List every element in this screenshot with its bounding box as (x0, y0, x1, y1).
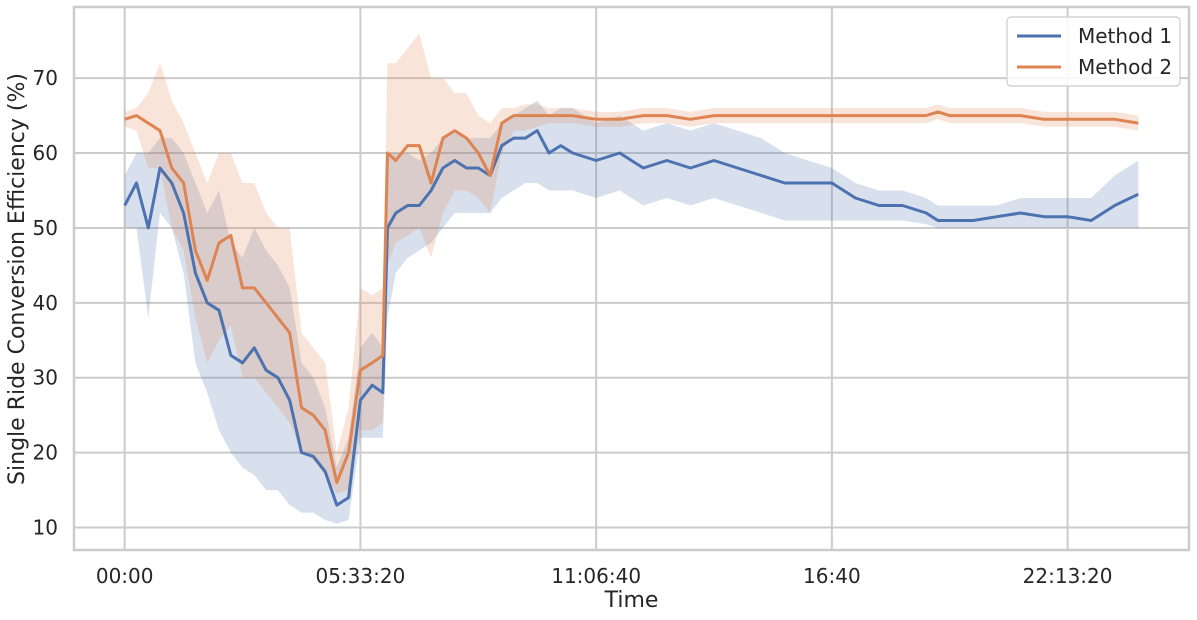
y-axis-ticks: 10 20 30 40 50 60 70 (33, 66, 58, 539)
x-tick-label: 22:13:20 (1023, 564, 1113, 588)
grid-lines (74, 7, 1189, 550)
x-axis-ticks: 00:00 05:33:20 11:06:40 16:40 22:13:20 (96, 564, 1113, 588)
plot-area (74, 7, 1189, 550)
y-tick-label: 30 (33, 366, 58, 390)
y-tick-label: 40 (33, 291, 58, 315)
y-tick-label: 70 (33, 66, 58, 90)
x-axis-label: Time (604, 588, 659, 613)
legend-box (1006, 16, 1181, 87)
y-tick-label: 10 (33, 516, 58, 540)
y-axis-label: Single Ride Conversion Efficiency (%) (5, 73, 30, 485)
x-tick-label: 05:33:20 (315, 564, 405, 588)
y-tick-label: 20 (33, 441, 58, 465)
x-tick-label: 00:00 (96, 564, 154, 588)
confidence-band-series-2 (124, 33, 1139, 494)
x-tick-label: 11:06:40 (551, 564, 641, 588)
plot-frame (72, 5, 1191, 552)
series-lines (123, 110, 1139, 507)
series-line-2 (124, 110, 1139, 485)
legend-label-method-2: Method 2 (1078, 55, 1172, 79)
legend-label-method-1: Method 1 (1078, 24, 1172, 48)
legend: Method 1 Method 2 (1006, 16, 1181, 87)
y-tick-label: 60 (33, 141, 58, 165)
y-tick-label: 50 (33, 216, 58, 240)
x-tick-label: 16:40 (803, 564, 861, 588)
